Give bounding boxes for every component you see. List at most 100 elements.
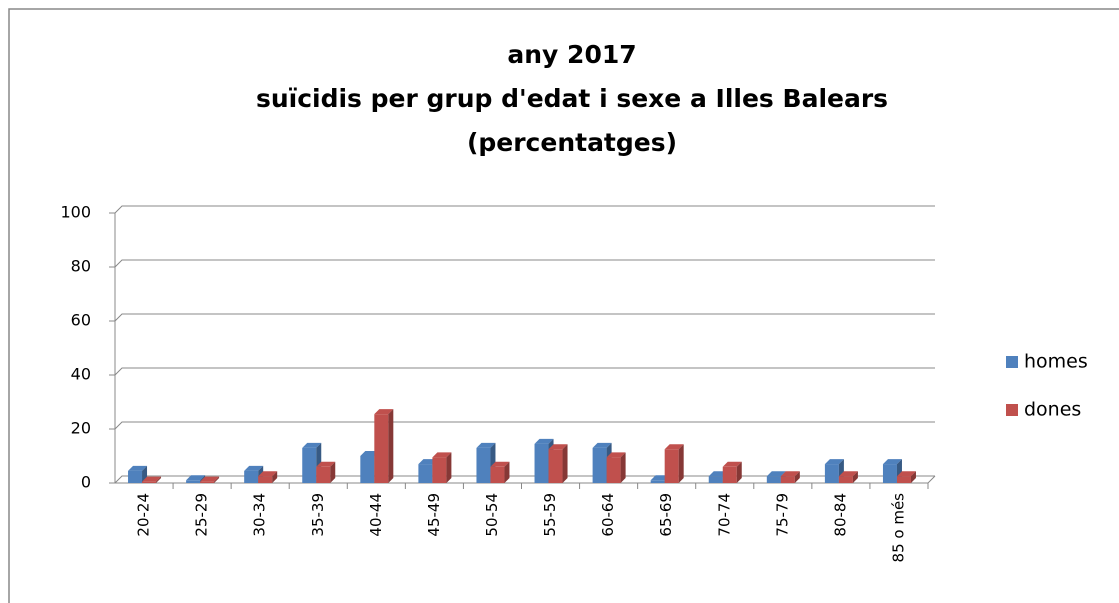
bar-top xyxy=(534,438,554,444)
y-tick-label: 80 xyxy=(71,257,91,276)
bar-side xyxy=(214,476,220,483)
bar-front xyxy=(200,481,215,483)
y-tick-label: 100 xyxy=(60,203,91,222)
bar-side xyxy=(272,471,278,483)
bar-side xyxy=(504,461,510,483)
bar-front xyxy=(258,476,273,483)
bar-top xyxy=(432,452,452,458)
bar-top xyxy=(374,409,394,415)
bar-front xyxy=(664,449,679,483)
bar-top xyxy=(606,452,626,458)
bar-top xyxy=(664,444,684,450)
bar-front xyxy=(534,443,549,483)
bar xyxy=(606,452,626,483)
x-tick-label: 80-84 xyxy=(831,493,849,537)
bar-front xyxy=(186,480,201,483)
bar-front xyxy=(896,476,911,483)
legend-label: homes xyxy=(1024,351,1088,373)
grid-line xyxy=(114,367,935,376)
bar-side xyxy=(620,452,626,483)
bar-front xyxy=(838,476,853,483)
chart-title: any 2017 xyxy=(507,40,636,69)
x-tick-label: 85 o més xyxy=(889,493,907,563)
legend-swatch xyxy=(1006,404,1018,416)
grid-line xyxy=(114,421,935,430)
bar-front xyxy=(490,466,505,483)
bar xyxy=(896,471,916,483)
bar-side xyxy=(736,461,742,483)
bar-front xyxy=(432,457,447,483)
bar-side xyxy=(852,471,858,483)
bar-top xyxy=(490,461,510,467)
bar xyxy=(142,476,162,483)
bar-top xyxy=(476,442,496,448)
y-tick-label: 60 xyxy=(71,311,91,330)
y-tick-label: 0 xyxy=(81,473,91,492)
bar-top xyxy=(766,471,786,477)
grid-line xyxy=(114,259,935,268)
bar-front xyxy=(606,457,621,483)
bar xyxy=(664,444,684,483)
bar-top xyxy=(824,459,844,465)
bar-front xyxy=(592,447,607,483)
x-tick-label: 20-24 xyxy=(135,493,153,537)
chart-title: (percentatges) xyxy=(467,128,677,157)
bar-top xyxy=(896,471,916,477)
bar-side xyxy=(388,409,394,483)
bar-top xyxy=(244,465,264,471)
bar-front xyxy=(302,447,317,483)
grid-line xyxy=(114,313,935,322)
bar xyxy=(200,476,220,483)
x-tick-label: 60-64 xyxy=(599,493,617,537)
bar-side xyxy=(330,461,336,483)
bar-side xyxy=(910,471,916,483)
grid-line xyxy=(114,475,935,484)
bar xyxy=(780,471,800,483)
x-tick-label: 35-39 xyxy=(309,493,327,537)
bar xyxy=(882,459,902,483)
bar-side xyxy=(446,452,452,483)
bar xyxy=(258,471,278,483)
bar-top xyxy=(780,471,800,477)
legend-label: dones xyxy=(1024,399,1081,421)
bar-front xyxy=(128,470,143,483)
bar xyxy=(548,444,568,483)
grid-line xyxy=(114,205,935,214)
bar-front xyxy=(418,464,433,483)
bar-front xyxy=(722,466,737,483)
y-tick-label: 20 xyxy=(71,419,91,438)
x-tick-label: 65-69 xyxy=(657,493,675,537)
bar-top xyxy=(882,459,902,465)
bar xyxy=(838,471,858,483)
bar xyxy=(722,461,742,483)
bar-top xyxy=(200,476,220,482)
x-tick-label: 50-54 xyxy=(483,493,501,537)
bar-front xyxy=(548,449,563,483)
bar-side xyxy=(678,444,684,483)
bar-front xyxy=(360,456,375,483)
bar xyxy=(432,452,452,483)
bar-side xyxy=(562,444,568,483)
bar-top xyxy=(302,442,322,448)
x-tick-label: 30-34 xyxy=(251,493,269,537)
bar-front xyxy=(708,476,723,483)
x-tick-label: 45-49 xyxy=(425,493,443,537)
bar-front xyxy=(244,470,259,483)
x-tick-label: 25-29 xyxy=(193,493,211,537)
chart-title: suïcidis per grup d'edat i sexe a Illes … xyxy=(256,84,888,113)
x-tick-label: 55-59 xyxy=(541,493,559,537)
bar-top xyxy=(142,476,162,482)
bar xyxy=(316,461,336,483)
bar-front xyxy=(374,414,389,483)
bar-top xyxy=(258,471,278,477)
x-tick-label: 40-44 xyxy=(367,493,385,537)
bar-top xyxy=(592,442,612,448)
bar-front xyxy=(882,464,897,483)
x-axis xyxy=(115,475,936,484)
y-tick-label: 40 xyxy=(71,365,91,384)
bar-top xyxy=(128,465,148,471)
bar-side xyxy=(794,471,800,483)
bar-front xyxy=(650,480,665,483)
legend-swatch xyxy=(1006,356,1018,368)
